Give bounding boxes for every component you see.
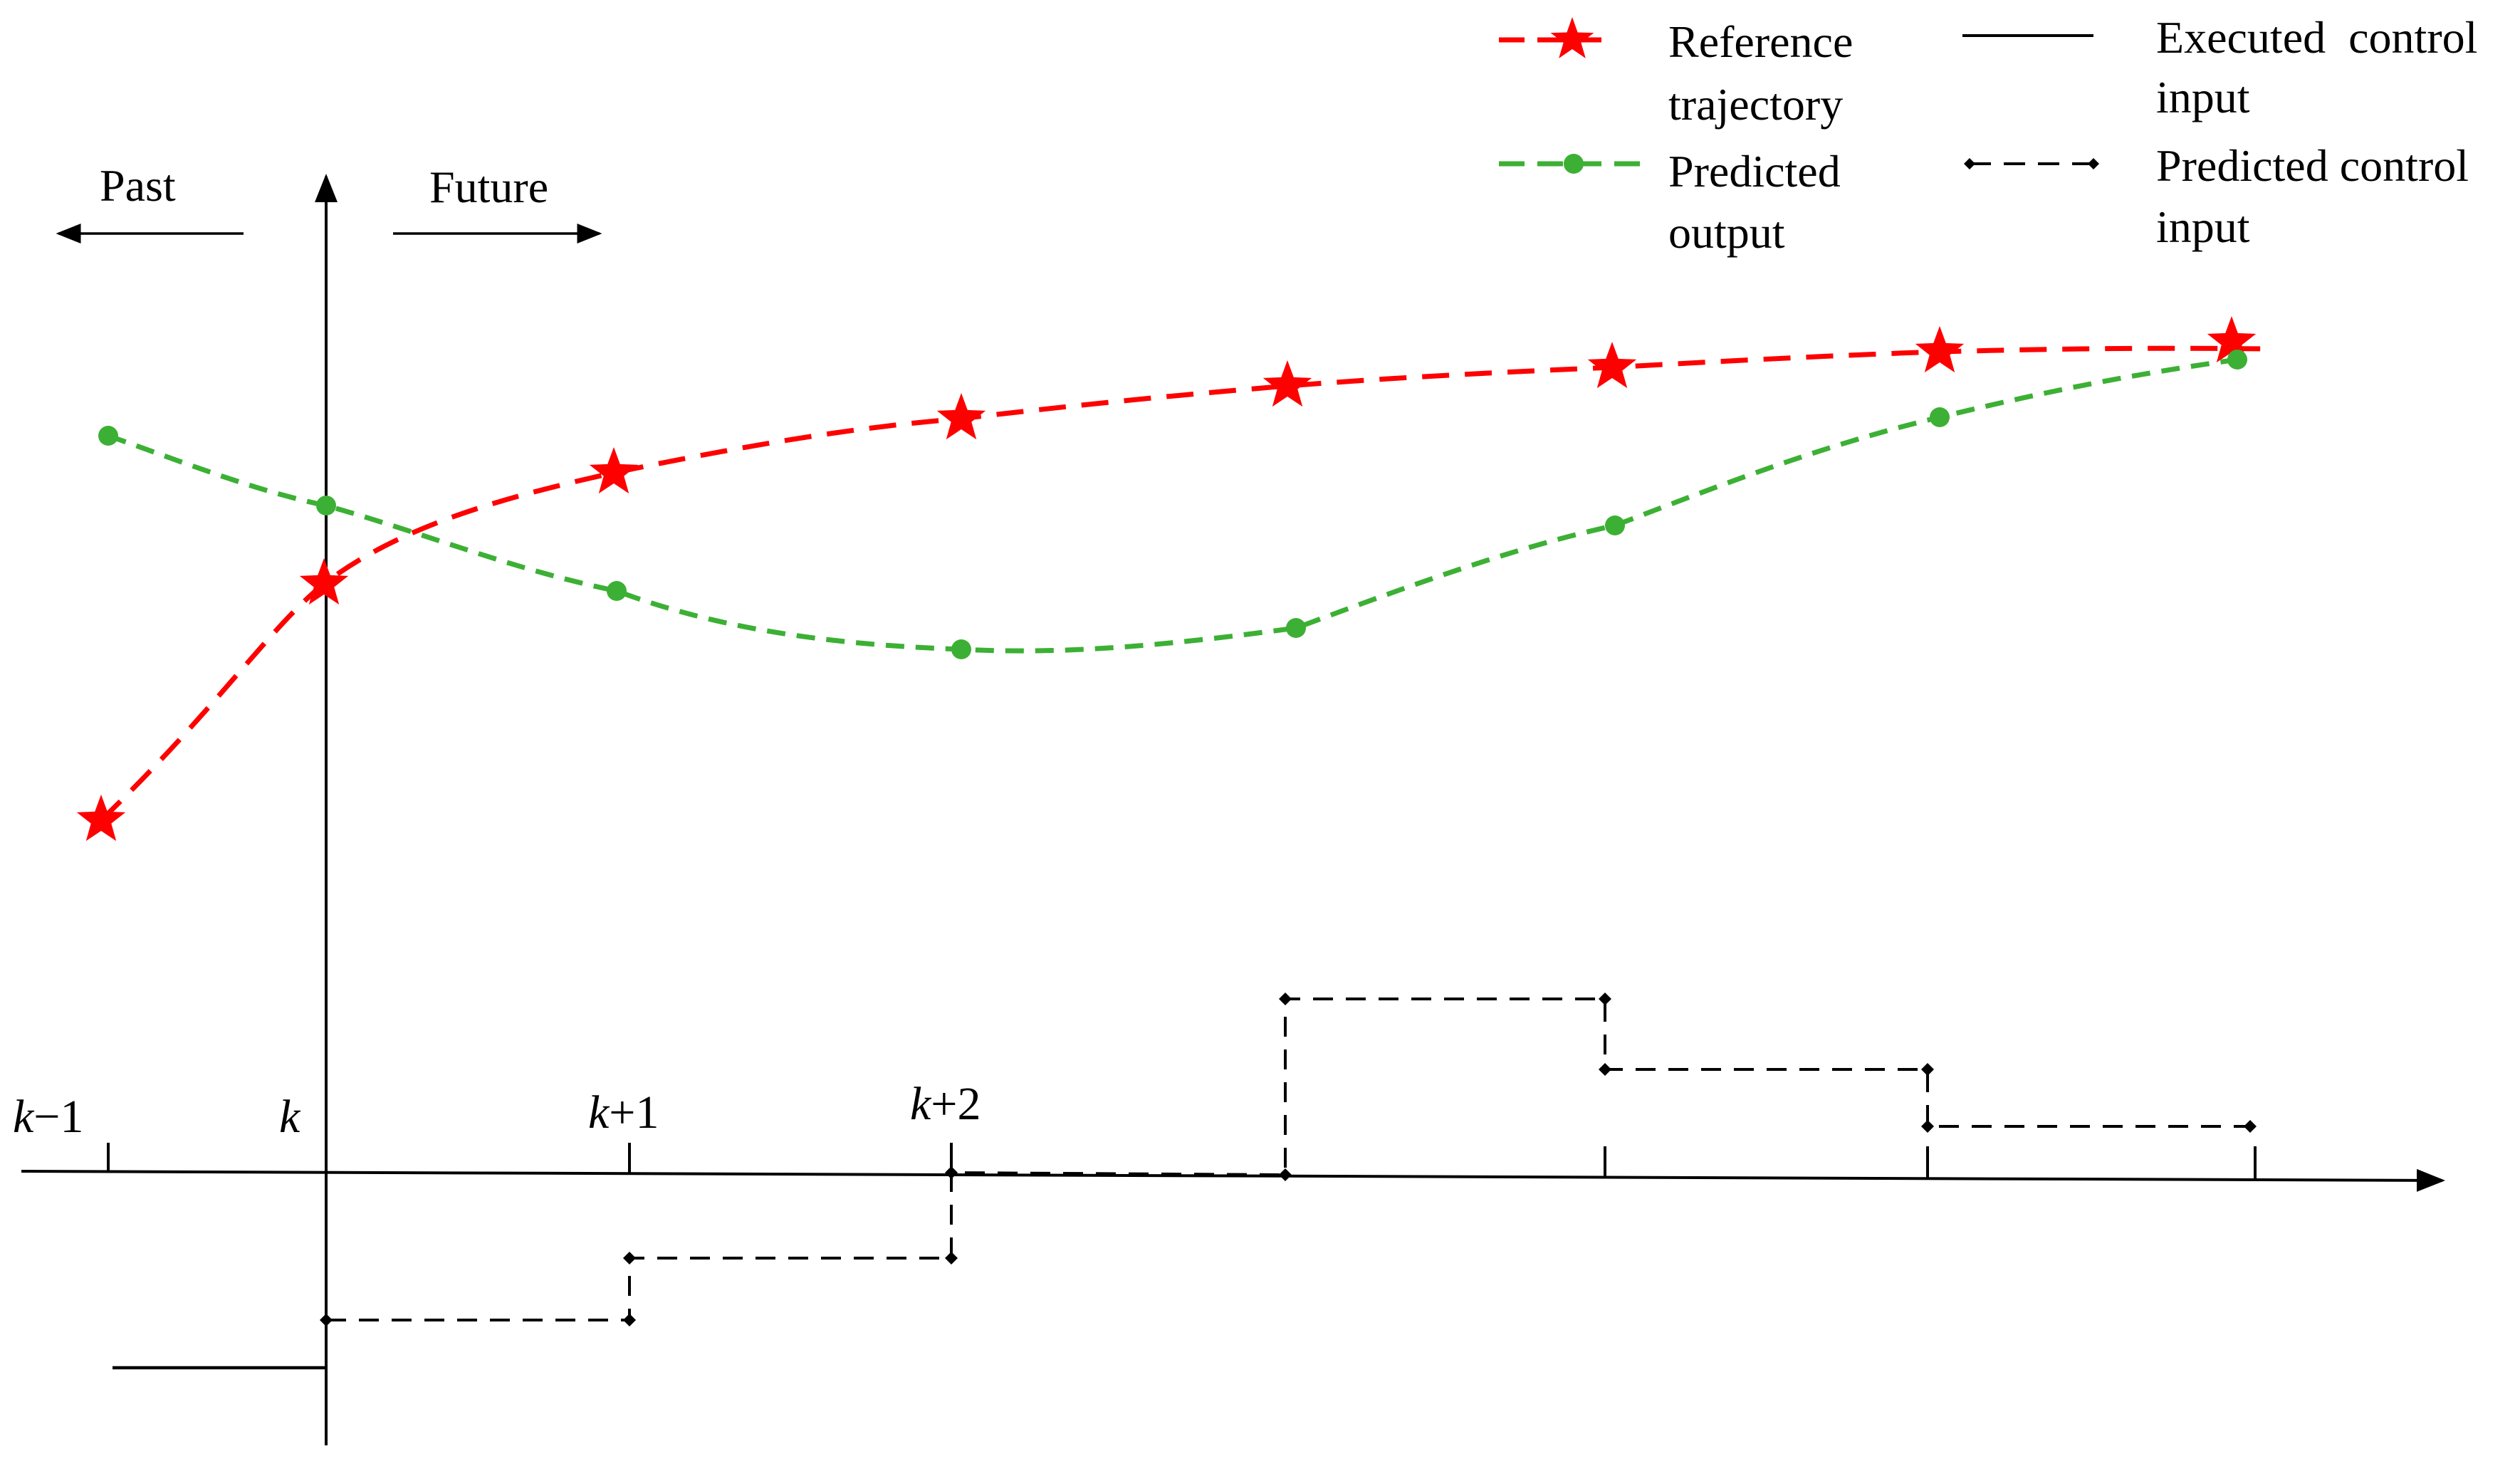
reference-curve bbox=[99, 345, 2265, 822]
legend-item-predicted-output: Predicted output bbox=[1499, 146, 1841, 258]
diamond-icon bbox=[623, 1314, 636, 1326]
circle-icon bbox=[607, 581, 627, 601]
circle-icon bbox=[98, 426, 118, 446]
diamond-icon bbox=[1279, 993, 1292, 1005]
circle-icon bbox=[1286, 618, 1306, 638]
star-icon bbox=[936, 393, 986, 440]
circle-icon bbox=[1930, 407, 1950, 427]
predicted-output bbox=[98, 350, 2247, 659]
diamond-icon bbox=[1921, 1120, 1934, 1133]
tick-label-k-plus-1: k+1 bbox=[588, 1087, 659, 1138]
diamond-icon bbox=[623, 1252, 636, 1265]
axes bbox=[21, 174, 2445, 1445]
legend-predicted-output-label-line1: Predicted bbox=[1668, 146, 1841, 197]
legend-executed-label-line2: input bbox=[2156, 72, 2250, 122]
legend-item-reference: Reference trajectory bbox=[1499, 16, 1853, 130]
legend-predicted-control-label-line1: Predicted control bbox=[2156, 140, 2469, 191]
tick-label-k-minus-1: k−1 bbox=[13, 1091, 84, 1143]
circle-icon bbox=[2227, 350, 2247, 370]
star-icon bbox=[2207, 316, 2257, 363]
star-icon bbox=[589, 447, 639, 494]
diamond-icon bbox=[945, 1252, 958, 1265]
diamond-icon bbox=[945, 1166, 958, 1179]
legend-executed-label-line1: Executed control bbox=[2156, 12, 2477, 63]
past-future-labels: Past Future bbox=[56, 160, 602, 244]
star-icon bbox=[299, 558, 349, 605]
diamond-icon bbox=[1599, 993, 1611, 1005]
legend-item-executed: Executed control input bbox=[1962, 12, 2477, 122]
circle-icon bbox=[951, 639, 971, 659]
predicted-output-curve bbox=[107, 357, 2238, 654]
diamond-icon bbox=[320, 1314, 333, 1326]
past-label: Past bbox=[100, 160, 176, 211]
diamond-icon bbox=[1964, 158, 1975, 169]
diamond-icon bbox=[2088, 158, 2099, 169]
ticks: k−1 k k+1 k+2 bbox=[13, 1078, 2257, 1178]
legend-reference-label-line2: trajectory bbox=[1668, 79, 1843, 130]
diamond-icon bbox=[2244, 1120, 2257, 1133]
tick-label-k-plus-2: k+2 bbox=[910, 1078, 981, 1130]
predicted-control-input bbox=[320, 993, 2257, 1326]
diamond-icon bbox=[1599, 1063, 1611, 1076]
legend-predicted-output-label-line2: output bbox=[1668, 207, 1785, 258]
legend-item-predicted-control: Predicted control input bbox=[1964, 140, 2469, 252]
circle-icon bbox=[1605, 515, 1625, 535]
legend-predicted-control-label-line2: input bbox=[2156, 201, 2250, 252]
star-icon bbox=[1550, 17, 1594, 58]
circle-icon bbox=[1564, 154, 1584, 174]
circle-icon bbox=[316, 496, 336, 515]
star-icon bbox=[1587, 342, 1637, 389]
star-icon bbox=[1262, 360, 1312, 407]
star-icon bbox=[76, 795, 126, 842]
future-label: Future bbox=[429, 162, 548, 212]
diamond-icon bbox=[1279, 1168, 1292, 1181]
predicted-control-steps bbox=[326, 998, 2250, 1321]
legend: Reference trajectory Predicted output Ex… bbox=[1499, 12, 2477, 258]
tick-label-k: k bbox=[279, 1091, 301, 1143]
legend-reference-label-line1: Reference bbox=[1668, 16, 1853, 67]
diamond-icon bbox=[1921, 1063, 1934, 1076]
star-icon bbox=[1915, 326, 1965, 373]
reference-trajectory bbox=[76, 316, 2265, 842]
